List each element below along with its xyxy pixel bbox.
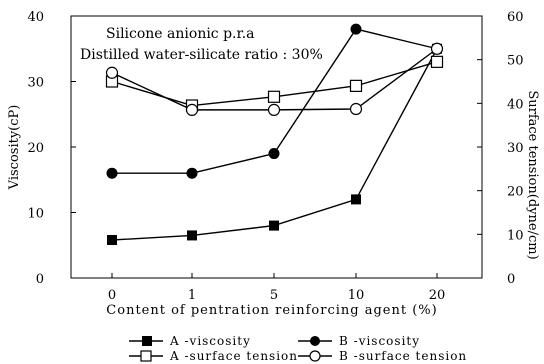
data-point-b-surface-tension	[185, 103, 199, 116]
left-y-axis-title: Viscosity(cP)	[7, 105, 22, 191]
right-y-tick-label: 50	[507, 54, 524, 69]
left-y-tick-label: 10	[27, 207, 44, 222]
data-point-b-viscosity	[186, 167, 198, 179]
legend-marker-filled-square	[142, 336, 152, 346]
chart-annotation-2: Distilled water-silicate ratio : 30%	[80, 47, 323, 63]
right-y-axis-ticks: 0 10 20 30 40 50 60	[477, 10, 524, 287]
data-point-a-surface-tension	[349, 79, 363, 92]
legend-item-b-surface-tension: B -surface tension	[298, 349, 467, 363]
x-axis-ticks: 0 1 5 10 20	[108, 273, 445, 303]
legend: A -viscosity B -viscosity A -surface ten…	[129, 334, 467, 363]
left-y-tick-label: 20	[27, 141, 44, 156]
data-point-b-viscosity	[106, 167, 118, 179]
right-y-tick-label: 0	[507, 272, 515, 287]
data-point-a-viscosity	[187, 230, 197, 241]
x-tick-label: 20	[429, 288, 446, 303]
data-point-a-surface-tension	[267, 90, 281, 103]
svg-text:A -viscosity: A -viscosity	[169, 334, 251, 348]
data-point-b-viscosity	[350, 23, 362, 35]
right-y-tick-label: 30	[507, 141, 524, 156]
data-point-b-surface-tension	[349, 102, 363, 116]
x-tick-label: 0	[108, 288, 116, 303]
x-tick-label: 1	[188, 288, 196, 303]
left-y-axis-ticks: 0 10 20 30 40	[27, 10, 76, 287]
right-y-tick-label: 10	[507, 228, 524, 243]
legend-item-a-surface-tension: A -surface tension	[129, 349, 298, 363]
data-point-b-surface-tension	[105, 66, 119, 79]
legend-marker-filled-circle	[310, 336, 320, 346]
right-y-tick-label: 40	[507, 97, 524, 112]
left-y-tick-label: 0	[36, 272, 44, 287]
svg-text:B -viscosity: B -viscosity	[339, 334, 420, 348]
data-point-a-viscosity	[269, 220, 279, 231]
data-point-a-surface-tension	[430, 55, 444, 68]
left-y-tick-label: 40	[27, 10, 44, 25]
right-y-tick-label: 60	[507, 10, 524, 25]
legend-marker-open-square	[140, 350, 152, 362]
svg-text:B -surface tension: B -surface tension	[339, 349, 467, 363]
data-point-b-viscosity	[268, 148, 280, 160]
x-tick-label: 10	[348, 288, 365, 303]
svg-text:A -surface tension: A -surface tension	[169, 349, 298, 363]
data-point-a-viscosity	[107, 235, 117, 246]
right-y-tick-label: 20	[507, 185, 524, 200]
series-layer	[105, 23, 444, 246]
x-axis-title: Content of pentration reinforcing agent …	[106, 303, 437, 318]
legend-marker-open-circle	[309, 350, 321, 362]
legend-item-a-viscosity: A -viscosity	[129, 334, 251, 348]
chart-annotation-1: Silicone anionic p.r.a	[106, 26, 254, 42]
x-tick-label: 5	[270, 288, 278, 303]
left-y-tick-label: 30	[27, 76, 44, 91]
data-point-a-viscosity	[351, 194, 361, 205]
data-point-b-surface-tension	[267, 103, 281, 116]
series-line-a-viscosity	[111, 48, 438, 241]
right-y-axis-title: Surface tension(dyne/cm)	[525, 90, 540, 259]
legend-item-b-viscosity: B -viscosity	[298, 334, 420, 348]
data-point-b-surface-tension	[430, 42, 444, 55]
